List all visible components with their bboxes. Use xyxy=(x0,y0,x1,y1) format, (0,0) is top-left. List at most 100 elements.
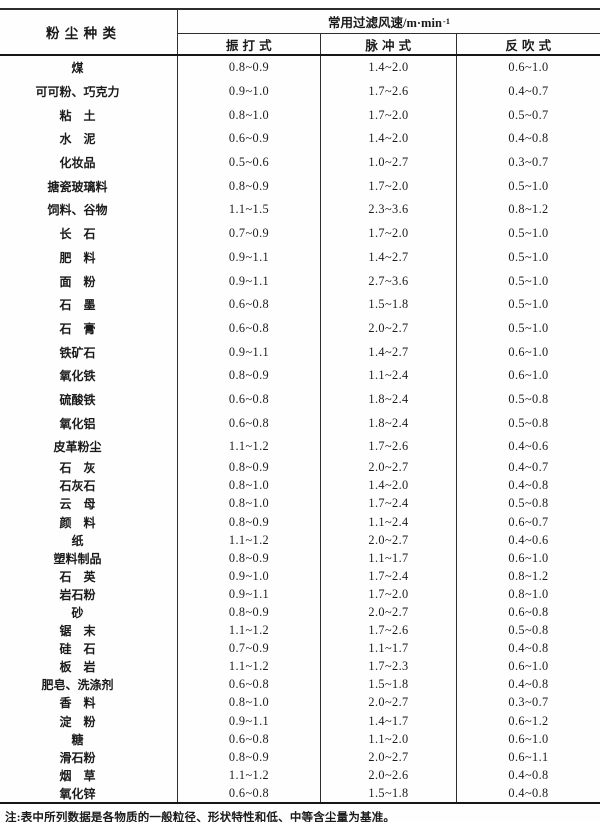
pulse-speed-cell: 1.4~2.0 xyxy=(320,476,457,495)
pulse-speed-cell: 1.1~1.7 xyxy=(320,549,457,568)
sub-header-row: 振 打 式 脉 冲 式 反 吹 式 xyxy=(178,34,600,54)
pulse-speed-cell: 1.1~2.0 xyxy=(320,730,457,749)
reverse-blow-speed-cell: 0.5~1.0 xyxy=(508,226,549,241)
table-row: 岩石粉 0.9~1.1 1.7~2.0 0.8~1.0 xyxy=(0,585,600,604)
rapping-speed-cell: 0.8~1.0 xyxy=(228,107,270,122)
rapping-speed-cell: 0.9~1.0 xyxy=(228,84,270,99)
dust-type-cell: 可可粉、巧克力 xyxy=(0,79,178,104)
rapping-speed-cell: 1.1~1.2 xyxy=(228,659,270,674)
pulse-speed-cell: 2.0~2.7 xyxy=(320,603,457,622)
column-header-reverse-blow-type: 反 吹 式 xyxy=(505,38,552,53)
table-row: 皮革粉尘 1.1~1.2 1.7~2.6 0.4~0.6 xyxy=(0,435,600,459)
pulse-speed-cell: 1.8~2.4 xyxy=(320,411,457,435)
table-row: 氧化铁 0.8~0.9 1.1~2.4 0.6~1.0 xyxy=(0,363,600,388)
pulse-speed-cell: 1.7~2.4 xyxy=(320,567,457,586)
table-header: 粉 尘 种 类 常用过滤风速/m·min -1 振 打 式 脉 冲 式 反 吹 式 xyxy=(0,10,600,56)
rapping-speed-cell: 1.1~1.2 xyxy=(228,623,270,638)
dust-type-cell: 氧化铝 xyxy=(0,411,178,435)
pulse-speed-cell: 1.1~1.7 xyxy=(320,639,457,658)
table-row: 石 灰 0.8~0.9 2.0~2.7 0.4~0.7 xyxy=(0,458,600,477)
pulse-speed-cell: 1.7~2.6 xyxy=(320,435,457,459)
dust-type-cell: 肥皂、洗涤剂 xyxy=(0,675,178,694)
pulse-speed-cell: 1.5~1.8 xyxy=(320,675,457,694)
pulse-speed-cell: 1.7~2.0 xyxy=(320,103,457,128)
reverse-blow-speed-cell: 0.8~1.2 xyxy=(508,568,549,583)
dust-type-cell: 饲料、谷物 xyxy=(0,198,178,222)
dust-type-cell: 锯 末 xyxy=(0,621,178,640)
reverse-blow-speed-cell: 0.6~1.1 xyxy=(508,749,549,764)
dust-filtration-speed-table: 粉 尘 种 类 常用过滤风速/m·min -1 振 打 式 脉 冲 式 反 吹 式… xyxy=(0,8,600,805)
column-header-filtration-speed: 常用过滤风速/m·min -1 xyxy=(178,10,600,34)
reverse-blow-speed-cell: 0.5~1.0 xyxy=(508,273,549,288)
reverse-blow-speed-cell: 0.4~0.8 xyxy=(508,785,549,800)
dust-type-cell: 香 料 xyxy=(0,693,178,712)
pulse-speed-cell: 2.3~3.6 xyxy=(320,198,457,222)
pulse-speed-cell: 1.8~2.4 xyxy=(320,387,457,412)
pulse-speed-cell: 1.5~1.8 xyxy=(320,784,457,803)
pulse-speed-cell: 1.4~2.7 xyxy=(320,245,457,270)
table-row: 糖 0.6~0.8 1.1~2.0 0.6~1.0 xyxy=(0,730,600,749)
rapping-speed-cell: 0.9~1.1 xyxy=(228,713,270,728)
pulse-speed-cell: 1.7~2.6 xyxy=(320,79,457,104)
reverse-blow-speed-cell: 0.6~0.8 xyxy=(508,604,549,619)
reverse-blow-speed-cell: 0.5~1.0 xyxy=(508,320,549,335)
reverse-blow-speed-cell: 0.6~1.0 xyxy=(508,344,549,359)
dust-type-cell: 烟 草 xyxy=(0,766,178,785)
dust-type-cell: 铁矿石 xyxy=(0,340,178,364)
pulse-speed-cell: 2.0~2.7 xyxy=(320,316,457,341)
pulse-speed-cell: 2.0~2.7 xyxy=(320,693,457,712)
rapping-speed-cell: 0.8~0.9 xyxy=(228,604,270,619)
table-row: 纸 1.1~1.2 2.0~2.7 0.4~0.6 xyxy=(0,531,600,550)
table-row: 肥 料 0.9~1.1 1.4~2.7 0.5~1.0 xyxy=(0,245,600,270)
reverse-blow-speed-cell: 0.5~0.8 xyxy=(508,496,549,511)
table-row: 面 粉 0.9~1.1 2.7~3.6 0.5~1.0 xyxy=(0,269,600,293)
rapping-speed-cell: 0.8~0.9 xyxy=(228,514,270,529)
rapping-speed-cell: 1.1~1.2 xyxy=(228,439,270,454)
pulse-speed-cell: 1.4~2.0 xyxy=(320,56,457,80)
reverse-blow-speed-cell: 0.6~1.0 xyxy=(508,731,549,746)
pulse-speed-cell: 2.0~2.7 xyxy=(320,458,457,477)
rapping-speed-cell: 0.7~0.9 xyxy=(228,641,270,656)
reverse-blow-speed-cell: 0.4~0.8 xyxy=(508,478,549,493)
pulse-speed-cell: 1.7~2.3 xyxy=(320,657,457,676)
table-row: 石 墨 0.6~0.8 1.5~1.8 0.5~1.0 xyxy=(0,292,600,317)
table-row: 石灰石 0.8~1.0 1.4~2.0 0.4~0.8 xyxy=(0,476,600,495)
reverse-blow-speed-cell: 0.4~0.7 xyxy=(508,460,549,475)
dust-type-cell: 长 石 xyxy=(0,221,178,246)
rapping-speed-cell: 0.8~1.0 xyxy=(228,695,270,710)
reverse-blow-speed-cell: 0.5~1.0 xyxy=(508,297,549,312)
table-row: 氧化锌 0.6~0.8 1.5~1.8 0.4~0.8 xyxy=(0,784,600,803)
dust-type-cell: 砂 xyxy=(0,603,178,622)
rapping-speed-cell: 0.7~0.9 xyxy=(228,226,270,241)
pulse-speed-cell: 1.0~2.7 xyxy=(320,150,457,175)
reverse-blow-speed-cell: 0.5~1.0 xyxy=(508,178,549,193)
table-row: 云 母 0.8~1.0 1.7~2.4 0.5~0.8 xyxy=(0,494,600,513)
dust-type-cell: 板 岩 xyxy=(0,657,178,676)
dust-type-cell: 煤 xyxy=(0,56,178,80)
table-row: 搪瓷玻璃料 0.8~0.9 1.7~2.0 0.5~1.0 xyxy=(0,174,600,199)
pulse-speed-cell: 2.0~2.6 xyxy=(320,766,457,785)
pulse-speed-cell: 1.7~2.0 xyxy=(320,221,457,246)
pulse-speed-cell: 1.4~2.0 xyxy=(320,127,457,151)
dust-type-cell: 石 膏 xyxy=(0,316,178,341)
rapping-speed-cell: 0.8~0.9 xyxy=(228,749,270,764)
dust-type-cell: 纸 xyxy=(0,531,178,550)
rapping-speed-cell: 0.9~1.1 xyxy=(228,273,270,288)
rapping-speed-cell: 0.8~1.0 xyxy=(228,478,270,493)
table-row: 石 膏 0.6~0.8 2.0~2.7 0.5~1.0 xyxy=(0,316,600,341)
pulse-speed-cell: 1.5~1.8 xyxy=(320,292,457,317)
rapping-speed-cell: 0.8~0.9 xyxy=(228,368,270,383)
pulse-speed-cell: 2.0~2.7 xyxy=(320,531,457,550)
table-row: 肥皂、洗涤剂 0.6~0.8 1.5~1.8 0.4~0.8 xyxy=(0,675,600,694)
rapping-speed-cell: 0.9~1.1 xyxy=(228,344,270,359)
table-footnote: 注:表中所列数据是各物质的一般粒径、形状特性和低、中等含尘量为基准。 xyxy=(5,812,396,822)
table-row: 粘 土 0.8~1.0 1.7~2.0 0.5~0.7 xyxy=(0,103,600,128)
reverse-blow-speed-cell: 0.6~1.0 xyxy=(508,659,549,674)
reverse-blow-speed-cell: 0.5~0.8 xyxy=(508,623,549,638)
table-row: 塑料制品 0.8~0.9 1.1~1.7 0.6~1.0 xyxy=(0,549,600,568)
table-row: 铁矿石 0.9~1.1 1.4~2.7 0.6~1.0 xyxy=(0,340,600,364)
table-row: 板 岩 1.1~1.2 1.7~2.3 0.6~1.0 xyxy=(0,657,600,676)
dust-type-cell: 糖 xyxy=(0,730,178,749)
rapping-speed-cell: 0.8~0.9 xyxy=(228,60,270,75)
